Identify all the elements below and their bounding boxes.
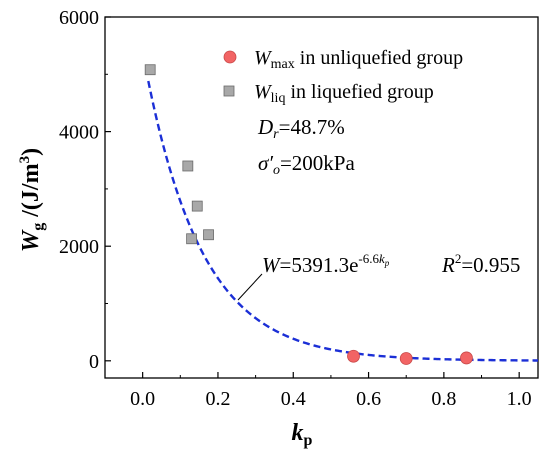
x-tick-label: 0.4 — [281, 388, 306, 410]
x-tick-label: 0.8 — [431, 388, 456, 410]
y-tick-label: 2000 — [59, 236, 99, 258]
data-point-liquefied — [191, 200, 203, 212]
y-tick-label: 0 — [89, 351, 99, 373]
data-point-liquefied — [182, 160, 194, 172]
x-axis-title: kp — [292, 420, 313, 449]
data-point-unliquefied — [460, 351, 473, 365]
legend-marker-unliquefied — [223, 50, 237, 64]
annotation-r-squared: R2=0.955 — [441, 251, 520, 277]
legend-marker-liquefied — [223, 85, 235, 97]
legend-label-liquefied: Wliq in liquefied group — [254, 81, 434, 106]
axis-ticks: 0.0 0.2 0.4 0.6 0.8 1.0 0 2000 4000 6000 — [59, 7, 532, 410]
fit-curve — [147, 80, 538, 362]
annotation-relative-density: Dr=48.7% — [257, 115, 345, 142]
x-tick-label: 0.2 — [205, 388, 230, 410]
x-tick-label: 0.6 — [356, 388, 381, 410]
data-markers — [144, 64, 473, 365]
data-point-unliquefied — [347, 349, 360, 363]
y-tick-label: 4000 — [59, 122, 99, 144]
data-point-liquefied — [144, 64, 156, 76]
annotation-confining-stress: σ′o=200kPa — [258, 151, 355, 178]
data-point-liquefied — [186, 233, 198, 245]
equation-leader-line — [237, 273, 263, 301]
data-point-liquefied — [203, 229, 214, 241]
y-tick-label: 6000 — [59, 7, 99, 29]
plot-frame — [104, 16, 539, 379]
legend: Wmax in unliquefied group Wliq in liquef… — [223, 47, 463, 106]
annotation-fit-equation: W=5391.3e-6.6kp — [262, 251, 390, 277]
legend-label-unliquefied: Wmax in unliquefied group — [254, 47, 463, 72]
data-point-unliquefied — [399, 352, 413, 365]
x-tick-label: 1.0 — [507, 388, 532, 410]
x-tick-label: 0.0 — [130, 388, 155, 410]
y-axis-title: Wg /(J/m3) — [17, 148, 47, 252]
